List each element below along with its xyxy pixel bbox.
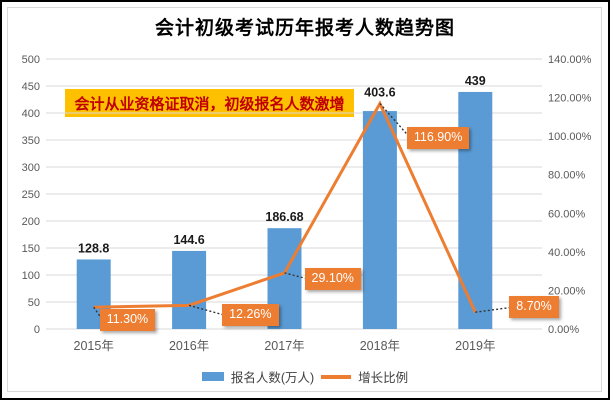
x-axis-label: 2018年 [360,339,400,353]
bar-value-label: 439 [465,74,486,88]
x-axis-label: 2015年 [74,339,114,353]
right-axis-tick: 100.00% [548,131,592,143]
left-axis-tick: 450 [22,81,40,93]
bar-value-label: 128.8 [78,241,109,255]
right-axis-tick: 120.00% [548,93,592,105]
right-axis-tick: 60.00% [548,208,586,220]
legend: 报名人数(万人) 增长比例 [2,367,608,386]
left-axis-tick: 0 [34,324,40,336]
legend-bar-label: 报名人数(万人) [230,371,315,385]
left-axis-tick: 150 [22,243,40,255]
growth-value-label: 29.10% [304,267,361,290]
legend-bar-swatch [201,372,224,381]
x-axis-label: 2017年 [264,339,304,353]
chart-title: 会计初级考试历年报考人数趋势图 [154,18,455,39]
left-axis-tick: 500 [22,54,40,66]
growth-value-label: 8.70% [509,296,559,319]
left-axis-tick: 50 [28,297,40,309]
leader-line [379,103,411,139]
bar-value-label: 403.6 [364,86,395,100]
left-axis-tick: 250 [22,189,40,201]
left-axis-tick: 200 [22,216,40,228]
bar [362,111,397,329]
right-axis-tick: 20.00% [548,285,586,297]
x-axis-label: 2019年 [455,339,495,353]
left-axis-tick: 400 [22,108,40,120]
right-axis-tick: 40.00% [548,247,586,259]
bar [172,250,207,329]
annotation-box: 会计从业资格证取消，初级报名人数激增 [65,89,354,117]
growth-value-label: 116.90% [406,126,470,149]
bar-value-label: 144.6 [173,233,204,247]
left-axis-tick: 100 [22,270,40,282]
right-axis-tick: 140.00% [548,54,592,66]
left-axis-tick: 300 [22,162,40,174]
growth-value-label: 12.26% [222,304,279,327]
annotation-text: 会计从业资格证取消，初级报名人数激增 [74,95,345,113]
leader-line [475,306,513,313]
legend-line-label: 增长比例 [358,371,409,385]
left-axis-tick: 350 [22,135,40,147]
legend-line-swatch [321,374,352,379]
right-axis-tick: 80.00% [548,170,586,182]
right-axis-tick: 0.00% [548,324,579,336]
leader-line [188,304,226,317]
growth-value-label: 11.30% [99,309,156,332]
x-axis-label: 2016年 [169,339,209,353]
bar-value-label: 186.68 [265,210,303,224]
